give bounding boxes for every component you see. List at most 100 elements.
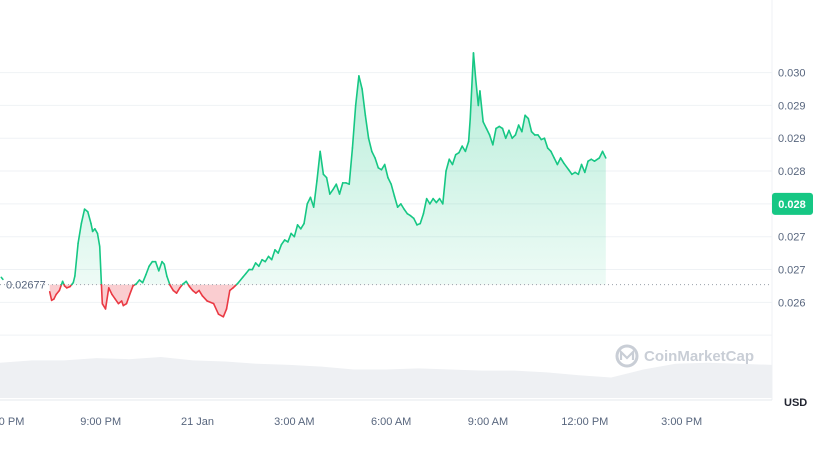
price-segment <box>175 287 181 294</box>
price-segment <box>245 268 250 275</box>
current-price-value: 0.028 <box>778 199 806 211</box>
price-segment <box>338 182 344 195</box>
price-segment <box>390 183 396 197</box>
price-segment <box>206 300 215 305</box>
price-segment <box>482 121 488 130</box>
price-segment <box>429 197 434 205</box>
price-segment <box>98 245 103 284</box>
price-segment <box>387 176 392 185</box>
price-segment <box>425 197 431 205</box>
price-segment <box>593 157 601 163</box>
price-segment <box>222 308 228 318</box>
price-segment <box>312 180 318 208</box>
price-segment <box>472 52 477 80</box>
price-segment <box>296 224 302 230</box>
price-segment <box>567 168 573 176</box>
currency-unit-label: USD <box>784 397 807 409</box>
price-segment <box>316 150 321 182</box>
price-segment <box>488 134 494 146</box>
price-segment <box>598 150 604 159</box>
price-segment <box>48 291 53 302</box>
coinmarketcap-logo-icon <box>615 344 639 368</box>
price-segment <box>467 117 472 143</box>
price-segment <box>335 183 341 195</box>
price-segment <box>358 75 363 90</box>
price-segment <box>188 285 194 292</box>
price-segment <box>374 157 380 169</box>
price-segment <box>319 150 325 176</box>
price-line <box>0 52 607 318</box>
price-segment <box>125 293 131 305</box>
price-segment <box>114 298 120 305</box>
price-segment <box>501 127 507 140</box>
price-segment <box>325 176 331 195</box>
price-segment <box>354 75 360 107</box>
price-segment <box>198 289 204 297</box>
price-segment <box>348 147 354 185</box>
coinmarketcap-watermark: CoinMarketCap <box>615 344 754 368</box>
price-segment <box>563 162 570 171</box>
volume-area <box>0 357 772 398</box>
price-segment <box>154 260 160 272</box>
price-segment <box>383 163 389 179</box>
x-tick-label: 9:00 PM <box>80 416 121 428</box>
price-segment <box>251 262 257 271</box>
price-segment <box>306 196 312 205</box>
price-segment <box>527 117 533 133</box>
price-segment <box>169 284 175 292</box>
y-tick-label: 0.029 <box>778 100 806 112</box>
price-segment <box>504 129 510 140</box>
price-segment <box>458 145 463 154</box>
price-segment <box>141 273 147 284</box>
price-segment <box>556 157 562 166</box>
x-tick-label: 21 Jan <box>181 416 214 428</box>
y-tick-label: 0.027 <box>778 232 806 244</box>
current-price-badge: 0.028 <box>772 192 813 215</box>
price-segment <box>559 157 565 164</box>
x-tick-label: 12:00 PM <box>561 416 608 428</box>
price-segment <box>107 287 113 296</box>
price-segment <box>474 78 480 107</box>
price-segment <box>584 160 589 174</box>
y-axis: 0.030 0.029 0.029 0.028 0.028 0.027 0.027 0.026 <box>778 68 806 310</box>
price-segment <box>135 279 141 285</box>
x-tick-label: 6:00 PM <box>0 416 24 428</box>
price-segment <box>553 157 559 166</box>
price-segment <box>0 276 4 281</box>
price-segment <box>293 224 299 238</box>
price-segment <box>479 90 484 123</box>
price-segment <box>100 283 104 305</box>
area-above-reference <box>49 52 606 285</box>
price-segment <box>241 272 247 279</box>
price-segment <box>299 222 305 230</box>
price-segment <box>361 88 367 117</box>
price-segment <box>577 163 583 176</box>
price-segment <box>303 203 309 225</box>
price-segment <box>485 127 491 136</box>
price-segment <box>104 287 110 310</box>
x-axis: 6:00 PM 9:00 PM 21 Jan 3:00 AM 6:00 AM 9:00 A… <box>0 399 772 428</box>
price-segment <box>163 263 168 277</box>
price-segment <box>80 208 86 225</box>
price-segment <box>280 239 286 246</box>
y-tick-label: 0.027 <box>778 265 806 277</box>
price-segment <box>432 197 438 204</box>
price-segment <box>90 222 94 233</box>
reference-price-label: 0.02677 <box>6 280 46 292</box>
price-segment <box>94 228 99 235</box>
price-segment <box>53 293 57 300</box>
y-tick-label: 0.026 <box>778 297 806 309</box>
price-segment <box>58 283 63 292</box>
price-segment <box>537 134 543 141</box>
price-segment <box>508 129 513 140</box>
price-segment <box>445 158 451 172</box>
x-tick-label: 3:00 AM <box>274 416 314 428</box>
price-segment <box>264 255 270 263</box>
y-tick-label: 0.028 <box>778 166 806 178</box>
price-segment <box>128 285 134 296</box>
price-segment <box>521 114 526 133</box>
area-below-reference <box>49 284 237 317</box>
watermark-text: CoinMarketCap <box>644 348 754 365</box>
price-segment <box>145 265 150 276</box>
